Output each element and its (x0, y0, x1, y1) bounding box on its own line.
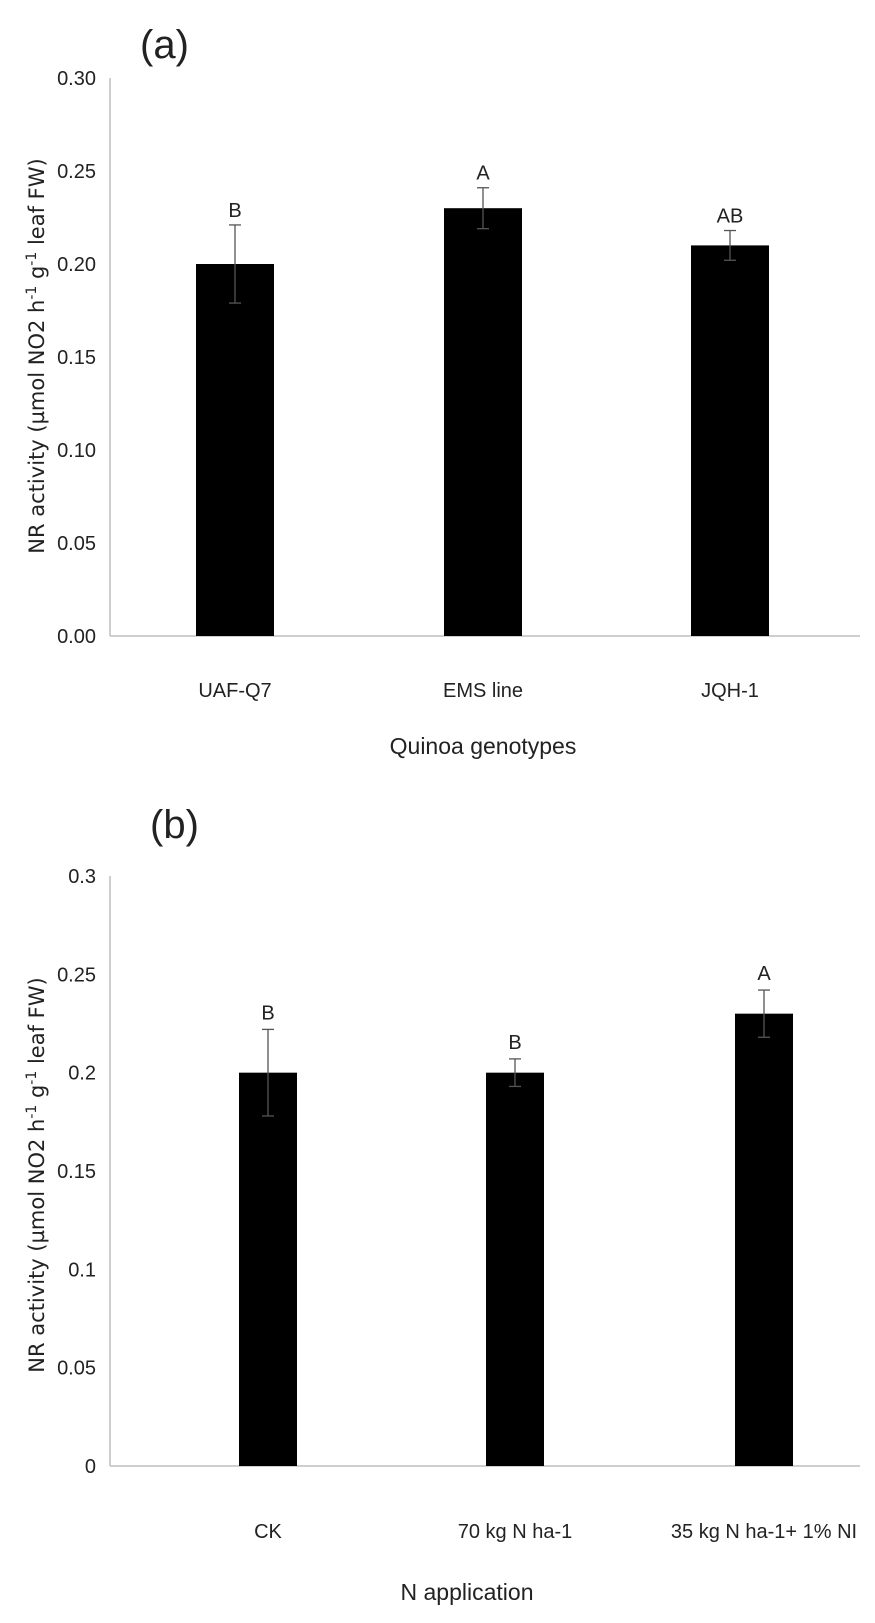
y-axis-title-b: NR activity (µmol NO2 h-1 g-1 leaf FW) (24, 977, 49, 1372)
significance-letters-a: B A AB (228, 163, 743, 228)
error-bar (509, 1058, 521, 1088)
significance-letters-b: B B A (261, 963, 771, 1054)
y-tick-label: 0.25 (57, 161, 96, 183)
y-axis-title-a: NR activity (µmol NO2 h-1 g-1 leaf FW) (24, 158, 49, 553)
significance-letter: AB (717, 206, 744, 228)
y-axis-label-a: NR activity (µmol NO2 h-1 g-1 leaf FW) (24, 158, 49, 553)
y-ticks-a: 0.00 0.05 0.10 0.15 0.20 0.25 0.30 (57, 68, 96, 648)
y-ticks-b: 0 0.05 0.1 0.15 0.2 0.25 0.3 (57, 866, 96, 1478)
significance-letter: B (261, 1002, 274, 1024)
chart-panel-a: (a) NR activity (µmol NO2 h-1 g-1 leaf F… (24, 23, 860, 759)
bar (196, 264, 274, 636)
y-tick-label: 0.2 (68, 1063, 96, 1085)
panel-label-a: (a) (140, 23, 189, 67)
bar (444, 208, 522, 636)
bar (691, 245, 769, 636)
y-axis-label-b: NR activity (µmol NO2 h-1 g-1 leaf FW) (24, 977, 49, 1372)
y-tick-label: 0.15 (57, 347, 96, 369)
bar (239, 1072, 297, 1466)
x-tick-label: CK (254, 1521, 282, 1543)
y-tick-label: 0.20 (57, 254, 96, 276)
significance-letter: B (508, 1032, 521, 1054)
error-bar (758, 989, 770, 1038)
x-axis-title-a: Quinoa genotypes (390, 733, 577, 759)
error-bar (262, 1028, 274, 1117)
x-categories-b: CK 70 kg N ha-1 35 kg N ha-1+ 1% NI (254, 1521, 857, 1543)
y-tick-label: 0.25 (57, 964, 96, 986)
bars-b (239, 1013, 793, 1466)
y-tick-label: 0.00 (57, 626, 96, 648)
y-tick-label: 0.1 (68, 1259, 96, 1281)
significance-letter: B (228, 200, 241, 222)
x-tick-label: UAF-Q7 (198, 680, 271, 702)
x-tick-label: JQH-1 (701, 680, 759, 702)
bar (486, 1072, 544, 1466)
chart-panel-b: (b) NR activity (µmol NO2 h-1 g-1 leaf F… (24, 803, 860, 1605)
x-tick-label: 70 kg N ha-1 (458, 1521, 573, 1543)
y-tick-label: 0.3 (68, 866, 96, 888)
y-tick-label: 0.10 (57, 440, 96, 462)
bars-a (196, 208, 769, 636)
significance-letter: A (476, 163, 490, 185)
significance-letter: A (757, 963, 771, 985)
x-tick-label: 35 kg N ha-1+ 1% NI (671, 1521, 857, 1543)
x-categories-a: UAF-Q7 EMS line JQH-1 (198, 680, 759, 702)
error-bar (724, 229, 736, 261)
y-tick-label: 0.30 (57, 68, 96, 90)
error-bars-b (262, 989, 770, 1117)
error-bar (477, 187, 489, 230)
x-tick-label: EMS line (443, 680, 523, 702)
x-axis-title-b: N application (401, 1579, 534, 1605)
bar (735, 1013, 793, 1466)
y-tick-label: 0 (85, 1456, 96, 1478)
y-tick-label: 0.05 (57, 1358, 96, 1380)
error-bars-a (229, 187, 736, 304)
y-tick-label: 0.15 (57, 1161, 96, 1183)
error-bar (229, 224, 241, 304)
y-tick-label: 0.05 (57, 533, 96, 555)
panel-label-b: (b) (150, 803, 199, 847)
